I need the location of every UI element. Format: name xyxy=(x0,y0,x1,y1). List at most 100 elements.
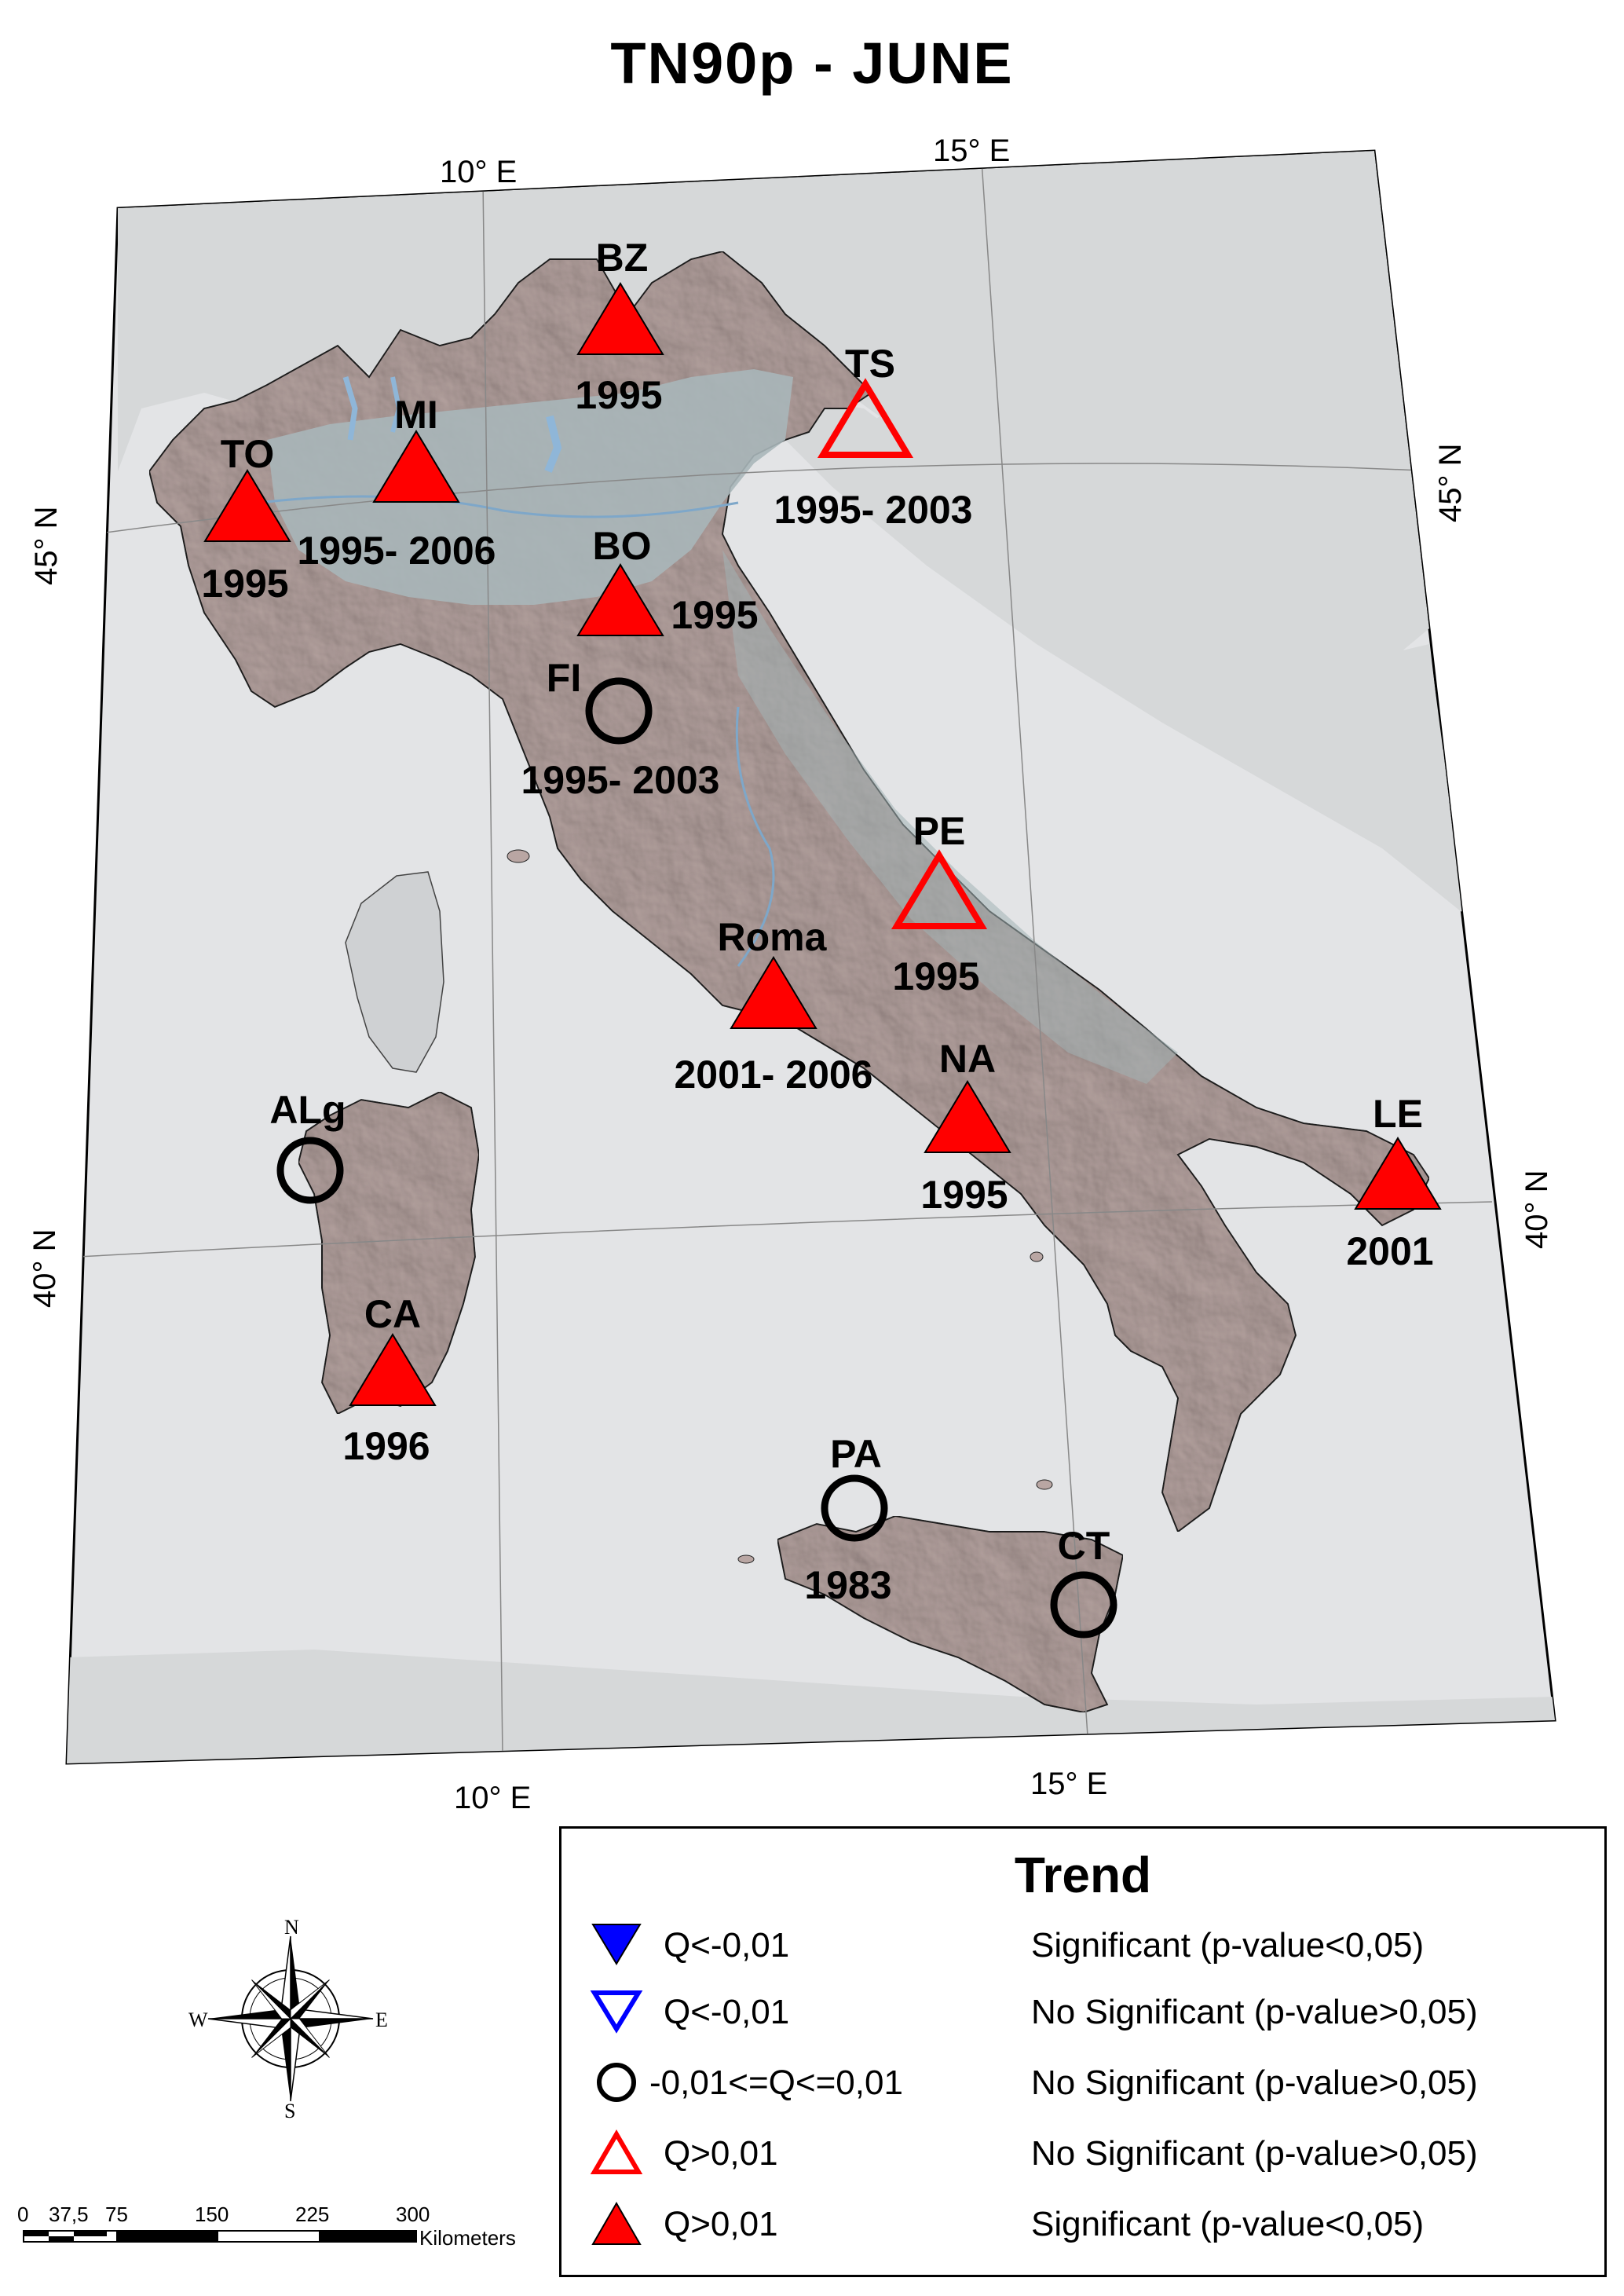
station-ct: CT xyxy=(1050,1524,1117,1639)
station-na: NA 1995 xyxy=(920,1037,1011,1217)
foreign-land-corsica xyxy=(345,871,444,1073)
top-label-15e: 15° E xyxy=(933,134,1010,168)
station-mi: MI 1995- 2006 xyxy=(297,393,496,573)
triangle-open-icon xyxy=(817,378,914,458)
station-years-label: 1996 xyxy=(342,1424,430,1468)
station-pa: PA 1983 xyxy=(804,1432,891,1607)
station-code-label: PE xyxy=(913,809,966,853)
station-years-label: 2001 xyxy=(1346,1229,1433,1273)
scale-tick-300: 300 xyxy=(396,2203,430,2226)
parallel-45n xyxy=(93,463,1438,535)
station-years-label: 1995 xyxy=(671,593,758,637)
elba-island xyxy=(507,849,530,863)
legend: Trend Q<-0,01 Significant (p-value<0,05)… xyxy=(559,1826,1607,2277)
compass-s: S xyxy=(284,2100,295,2121)
scale-tick-0: 0 xyxy=(17,2203,28,2226)
left-label-40n: 40° N xyxy=(27,1229,62,1309)
triangle-down-filled-icon xyxy=(591,1924,642,1965)
lake-como xyxy=(390,376,402,433)
station-ca: CA 1996 xyxy=(342,1292,437,1468)
compass-w: W xyxy=(188,2009,208,2031)
triangle-filled-icon xyxy=(372,430,460,503)
parallel-40n xyxy=(78,1201,1493,1258)
foreign-land-balkans xyxy=(770,393,1539,943)
sicily xyxy=(776,1514,1125,1714)
scale-tick-150: 150 xyxy=(195,2203,229,2226)
station-years-label: 1995- 2003 xyxy=(521,758,719,802)
station-code-label: FI xyxy=(547,656,581,700)
po-river xyxy=(258,495,739,518)
right-label-45n: 45° N xyxy=(1433,444,1468,523)
legend-q: Q<-0,01 xyxy=(664,1926,790,1965)
top-label-10e: 10° E xyxy=(440,155,517,189)
compass-n: N xyxy=(284,1917,299,1939)
foreign-land-africa xyxy=(67,1650,1555,1763)
station-years-label: 1995- 2003 xyxy=(774,488,972,532)
circle-icon xyxy=(597,2063,636,2102)
triangle-down-open-icon xyxy=(590,1990,643,2034)
circle-icon xyxy=(1050,1571,1117,1639)
legend-significance: No Significant (p-value>0,05) xyxy=(1031,1993,1478,2031)
legend-q: Q>0,01 xyxy=(664,2205,778,2243)
lake-maggiore xyxy=(342,375,358,441)
triangle-filled-icon xyxy=(730,956,817,1029)
station-code-label: LE xyxy=(1373,1092,1423,1136)
station-code-label: Roma xyxy=(718,915,828,959)
circle-icon xyxy=(821,1474,888,1542)
legend-significance: Significant (p-value<0,05) xyxy=(1031,2205,1425,2243)
station-roma: Roma 2001- 2006 xyxy=(674,915,872,1097)
station-bo: BO 1995 xyxy=(576,524,759,637)
right-label-40n: 40° N xyxy=(1520,1170,1554,1250)
legend-q: -0,01<=Q<=0,01 xyxy=(649,2063,903,2102)
station-code-label: BZ xyxy=(596,236,649,280)
meridian-15e xyxy=(981,160,1088,1737)
bottom-label-10e: 10° E xyxy=(454,1781,531,1815)
triangle-filled-icon xyxy=(1354,1137,1442,1210)
compass-rose-icon: N S E W xyxy=(188,1917,388,2121)
station-years-label: 1995 xyxy=(920,1173,1008,1217)
station-years-label: 1995 xyxy=(575,373,662,417)
legend-row-sig-positive: Q>0,01 Significant (p-value<0,05) xyxy=(561,2194,1604,2257)
triangle-open-icon xyxy=(590,2129,643,2174)
station-code-label: MI xyxy=(394,393,438,437)
triangle-filled-icon xyxy=(203,469,291,542)
station-fi: FI 1995- 2003 xyxy=(521,656,719,802)
triangle-filled-icon xyxy=(591,2201,642,2245)
triangle-filled-icon xyxy=(349,1333,437,1406)
scale-tick-75: 75 xyxy=(105,2203,128,2226)
lipari-islands xyxy=(1036,1479,1053,1490)
apennines-lowland xyxy=(722,550,1178,1084)
map-title: TN90p - JUNE xyxy=(610,31,1014,96)
station-code-label: CA xyxy=(364,1292,421,1336)
stations-layer: BZ 1995 TS 1995- 2003 MI 1995- 2006 TO 1995 BO 19… xyxy=(201,236,1442,1639)
station-years-label: 1995 xyxy=(201,562,288,606)
scale-tick-37-5: 37,5 xyxy=(49,2203,89,2226)
triangle-filled-icon xyxy=(576,563,664,636)
station-code-label: BO xyxy=(593,524,652,568)
legend-row-nosig-negative: Q<-0,01 No Significant (p-value>0,05) xyxy=(561,1982,1604,2045)
station-to: TO 1995 xyxy=(201,432,291,606)
circle-icon xyxy=(276,1137,344,1204)
circle-icon xyxy=(585,677,653,745)
meridian-10e xyxy=(482,180,503,1756)
legend-q: Q>0,01 xyxy=(664,2134,778,2173)
scale-unit: Kilometers xyxy=(419,2226,516,2250)
station-code-label: TS xyxy=(845,342,895,386)
triangle-filled-icon xyxy=(924,1080,1011,1153)
triangle-filled-icon xyxy=(576,282,664,355)
station-years-label: 1983 xyxy=(804,1563,891,1607)
tiber-river xyxy=(735,706,775,967)
lake-garda xyxy=(544,415,562,473)
left-label-45n: 45° N xyxy=(29,507,64,586)
legend-significance: No Significant (p-value>0,05) xyxy=(1031,2063,1478,2102)
scale-bar: 0 37,5 75 150 225 300 Kilometers xyxy=(17,2203,516,2250)
station-years-label: 2001- 2006 xyxy=(674,1053,872,1097)
station-ts: TS 1995- 2003 xyxy=(774,342,972,532)
legend-row-no-trend: -0,01<=Q<=0,01 No Significant (p-value>0… xyxy=(561,2052,1604,2115)
scale-tick-225: 225 xyxy=(295,2203,329,2226)
station-le: LE 2001 xyxy=(1346,1092,1442,1273)
legend-row-nosig-positive: Q>0,01 No Significant (p-value>0,05) xyxy=(561,2123,1604,2186)
legend-title: Trend xyxy=(1014,1847,1152,1903)
egadi-islands xyxy=(737,1554,755,1564)
station-pe: PE 1995 xyxy=(891,809,988,998)
